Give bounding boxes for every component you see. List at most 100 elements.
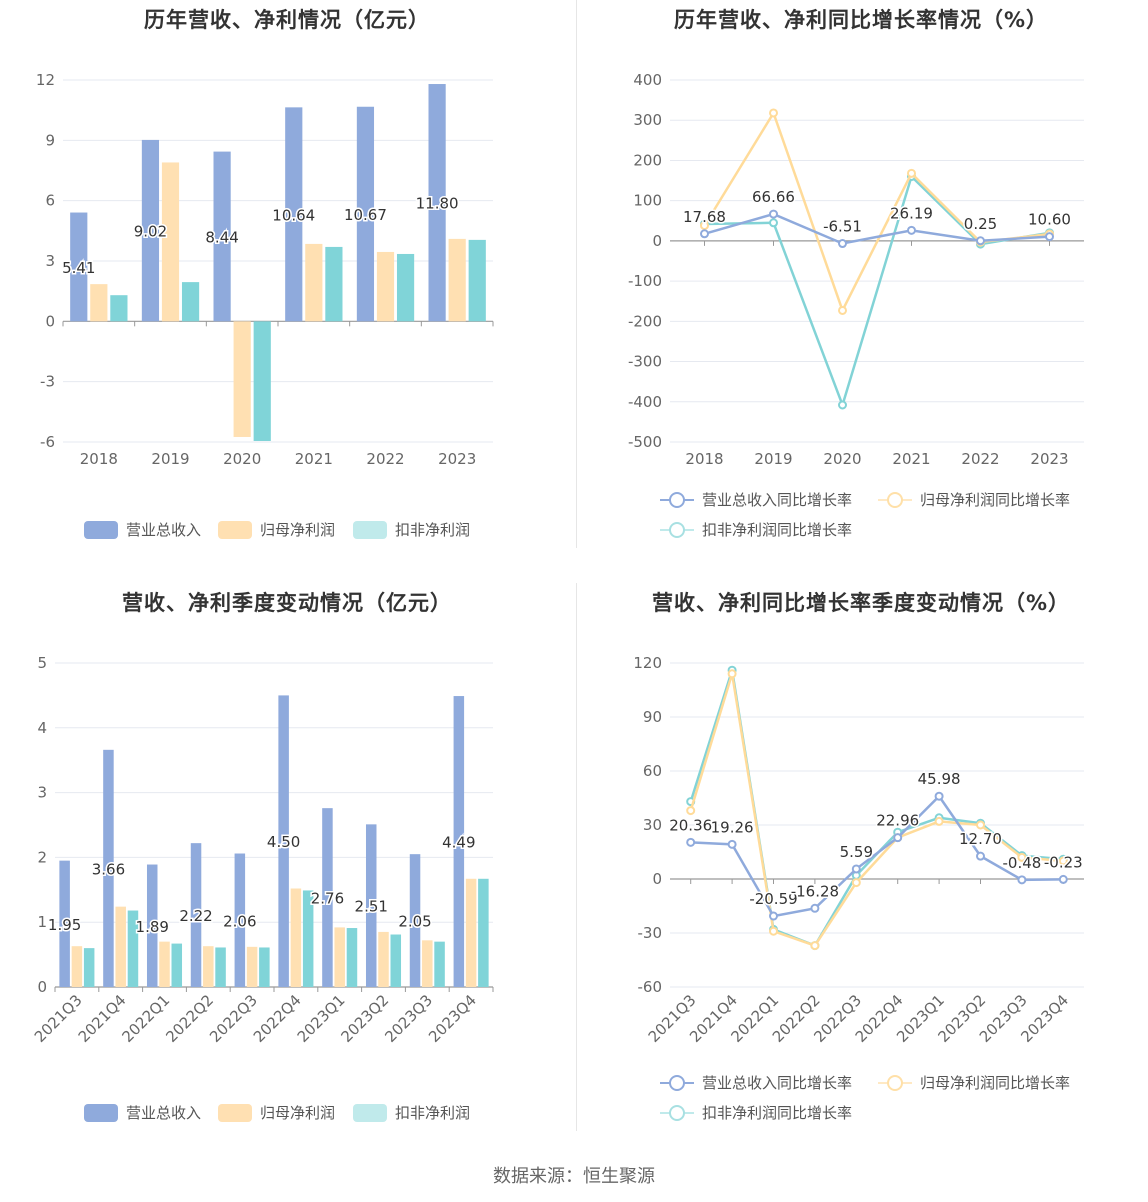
point-parent-net-profit [700, 221, 709, 231]
data-label: -6.51 [823, 218, 862, 236]
data-source-note: 数据来源：恒生聚源 [493, 1166, 655, 1187]
y-tick-label: 1 [37, 913, 47, 931]
x-tick-label: 2022Q4 [250, 991, 305, 1046]
data-label: 4.49 [442, 834, 475, 852]
y-tick-label: 120 [633, 654, 662, 672]
y-tick-label: -6 [40, 433, 55, 451]
annual-growth-rate-plot: -500 -400 -300 -200 -100 0 100 200 300 400 2018 201… [628, 71, 1084, 468]
legend-label: 扣非净利润 [395, 521, 471, 539]
data-label: 17.68 [683, 208, 726, 226]
point-revenue [1017, 875, 1027, 885]
data-label: 5.59 [840, 843, 873, 861]
bar-revenue [409, 854, 421, 987]
annual-revenue-profit-plot: -6 -3 0 3 6 9 12 2018 2019 2020 2021 2022 2023 5.41 9.… [36, 71, 494, 468]
x-tick-label: 2021Q3 [31, 991, 86, 1046]
bar-revenue [365, 824, 377, 987]
data-label: 45.98 [918, 770, 961, 788]
bar-deducted-net-profit [253, 321, 271, 441]
bar-deducted-net-profit [390, 934, 402, 987]
bar-deducted-net-profit [325, 246, 343, 322]
point-revenue [976, 236, 985, 246]
point-revenue [838, 239, 847, 249]
bar-revenue [278, 695, 289, 987]
data-label: 66.66 [752, 188, 795, 206]
point-parent-net-profit [907, 168, 916, 178]
y-tick-label: -500 [628, 433, 662, 451]
bar-revenue [190, 843, 202, 987]
data-label: 10.60 [1028, 211, 1071, 229]
y-tick-label: -200 [628, 312, 662, 330]
legend-label: 归母净利润 [260, 521, 336, 539]
y-tick-label: 3 [45, 252, 55, 270]
point-revenue [893, 833, 903, 843]
bar-parent-net-profit [422, 940, 433, 987]
y-tick-label: 200 [633, 151, 662, 169]
annual-growth-rate-chart: 历年营收、净利同比增长率情况（%） -500 -400 -300 -200 -100 0 1… [574, 0, 1148, 580]
y-tick-label: -60 [638, 978, 663, 996]
y-tick-label: -100 [628, 272, 662, 290]
bar-deducted-net-profit [478, 878, 489, 987]
x-tick-label: 2022 [366, 450, 404, 468]
bar-deducted-net-profit [434, 941, 445, 987]
y-tick-label: 4 [37, 719, 47, 737]
point-parent-net-profit [851, 878, 861, 888]
bar-parent-net-profit [161, 162, 180, 322]
line-deducted-net-profit [704, 174, 1050, 409]
point-revenue [934, 791, 944, 801]
legend-item-deducted-growth[interactable]: 扣非净利润同比增长率 [660, 519, 852, 540]
bar-revenue [234, 853, 246, 987]
bar-parent-net-profit [203, 946, 214, 987]
data-label: 10.67 [344, 206, 387, 224]
bar-parent-net-profit [378, 931, 389, 987]
point-revenue [810, 903, 820, 913]
legend-item-parent-growth[interactable]: 归母净利润同比增长率 [878, 1072, 1070, 1093]
legend-item-revenue-growth[interactable]: 营业总收入同比增长率 [660, 489, 852, 510]
legend-label: 归母净利润同比增长率 [920, 491, 1071, 509]
legend-swatch [84, 1103, 118, 1122]
data-label: 26.19 [890, 204, 933, 222]
y-tick-label: -3 [40, 373, 55, 391]
legend-label: 扣非净利润 [395, 1104, 471, 1122]
x-tick-label: 2022 [961, 450, 999, 468]
data-label: 3.66 [92, 860, 125, 878]
point-parent-net-profit [686, 806, 696, 816]
bar-revenue [141, 139, 160, 322]
legend-item-parent-net-profit[interactable]: 归母净利润 [218, 1102, 335, 1123]
bar-parent-net-profit [376, 251, 395, 322]
legend-swatch [660, 1074, 694, 1092]
x-tick-label: 2021 [892, 450, 930, 468]
y-tick-label: 0 [652, 870, 662, 888]
x-tick-label: 2023Q4 [425, 991, 480, 1046]
legend-item-parent-growth[interactable]: 归母净利润同比增长率 [878, 489, 1070, 510]
x-tick-label: 2022Q2 [162, 991, 217, 1046]
line-revenue [690, 794, 1064, 918]
bar-revenue [428, 84, 446, 322]
legend-label: 营业总收入 [126, 521, 202, 539]
bar-revenue [322, 808, 333, 987]
bar-parent-net-profit [159, 941, 170, 987]
legend-item-deducted-net-profit[interactable]: 扣非净利润 [353, 1102, 470, 1123]
x-tick-label: 2019 [754, 450, 792, 468]
data-label: -20.59 [749, 890, 797, 908]
legend-swatch [878, 1074, 912, 1092]
point-parent-net-profit [838, 305, 847, 315]
point-revenue [769, 209, 778, 219]
data-label: 2.76 [311, 890, 344, 908]
legend-item-deducted-net-profit[interactable]: 扣非净利润 [353, 519, 470, 540]
legend-item-parent-net-profit[interactable]: 归母净利润 [218, 519, 335, 540]
x-tick-label: 2022Q1 [119, 991, 174, 1046]
legend-swatch [218, 520, 252, 539]
bar-parent-net-profit [334, 927, 345, 987]
legend-item-revenue-growth[interactable]: 营业总收入同比增长率 [660, 1072, 852, 1093]
data-label: 2.06 [223, 912, 256, 930]
point-revenue [976, 851, 985, 861]
legend-item-revenue[interactable]: 营业总收入 [84, 519, 201, 540]
legend-swatch [84, 520, 118, 539]
y-tick-label: 300 [633, 111, 662, 129]
chart-title: 历年营收、净利情况（亿元） [144, 8, 430, 32]
legend-item-revenue[interactable]: 营业总收入 [84, 1102, 201, 1123]
point-parent-net-profit [769, 926, 778, 936]
legend-item-deducted-growth[interactable]: 扣非净利润同比增长率 [660, 1102, 852, 1123]
y-tick-label: 2 [37, 848, 47, 866]
data-label: 22.96 [876, 812, 919, 830]
